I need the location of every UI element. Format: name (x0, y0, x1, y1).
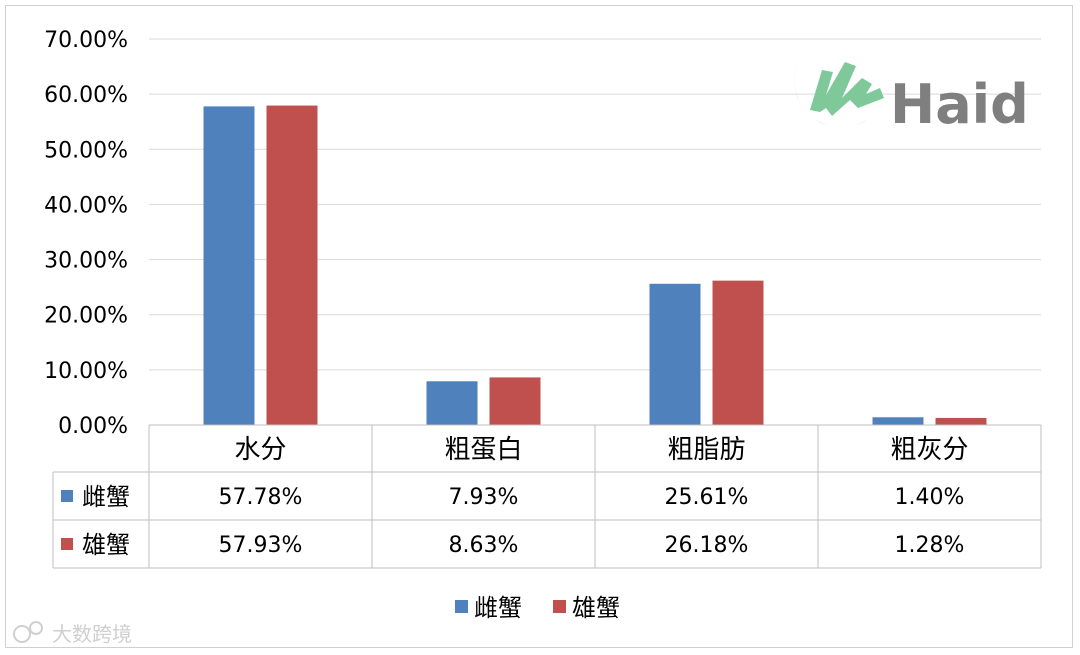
category-label: 粗蛋白 (444, 435, 522, 465)
haid-logo: Haid (794, 50, 1029, 136)
table-legend-key (61, 490, 73, 502)
bars (203, 105, 987, 425)
watermark-text: 大数跨境 (52, 622, 132, 646)
bar-series1 (872, 417, 924, 425)
bar-series2 (489, 377, 541, 425)
category-label: 水分 (234, 435, 286, 465)
bar-series1 (203, 106, 255, 425)
y-tick-label: 60.00% (44, 83, 128, 108)
data-label: 26.18% (665, 533, 749, 558)
y-tick-label: 70.00% (44, 28, 128, 53)
logo-wave-shape (810, 62, 884, 116)
data-label: 1.40% (895, 485, 965, 510)
legend-label: 雌蟹 (474, 594, 522, 622)
category-label: 粗灰分 (890, 435, 968, 465)
logo-text: Haid (890, 73, 1029, 136)
chart-frame (5, 5, 1073, 648)
y-axis-ticks: 0.00% 10.00% 20.00% 30.00% 40.00% 50.00% 60.00… (44, 28, 128, 439)
watermark: 大数跨境 (13, 621, 132, 646)
legend-swatch (553, 600, 566, 613)
legend-label: 雄蟹 (572, 594, 620, 622)
bar-series2 (935, 417, 987, 425)
data-label: 25.61% (665, 485, 749, 510)
data-label: 57.93% (219, 533, 303, 558)
bar-series2 (266, 105, 318, 425)
legend: 雌蟹 雄蟹 (455, 594, 620, 622)
table-series-name: 雌蟹 (82, 483, 130, 511)
data-label: 8.63% (449, 533, 519, 558)
y-tick-label: 0.00% (58, 414, 128, 439)
table-legend-key (61, 538, 73, 550)
y-tick-label: 30.00% (44, 249, 128, 274)
y-tick-label: 10.00% (44, 359, 128, 384)
bar-series2 (712, 280, 764, 425)
table-series-name: 雄蟹 (82, 531, 130, 559)
legend-swatch (455, 600, 468, 613)
y-tick-label: 40.00% (44, 193, 128, 218)
data-label: 7.93% (449, 485, 519, 510)
category-label: 粗脂肪 (667, 435, 745, 465)
y-tick-label: 50.00% (44, 138, 128, 163)
bar-series1 (426, 381, 478, 425)
data-label: 57.78% (219, 485, 303, 510)
watermark-icon-dot (29, 621, 43, 635)
watermark-icon (13, 625, 31, 643)
y-tick-label: 20.00% (44, 304, 128, 329)
data-label: 1.28% (895, 533, 965, 558)
bar-series1 (649, 283, 701, 425)
